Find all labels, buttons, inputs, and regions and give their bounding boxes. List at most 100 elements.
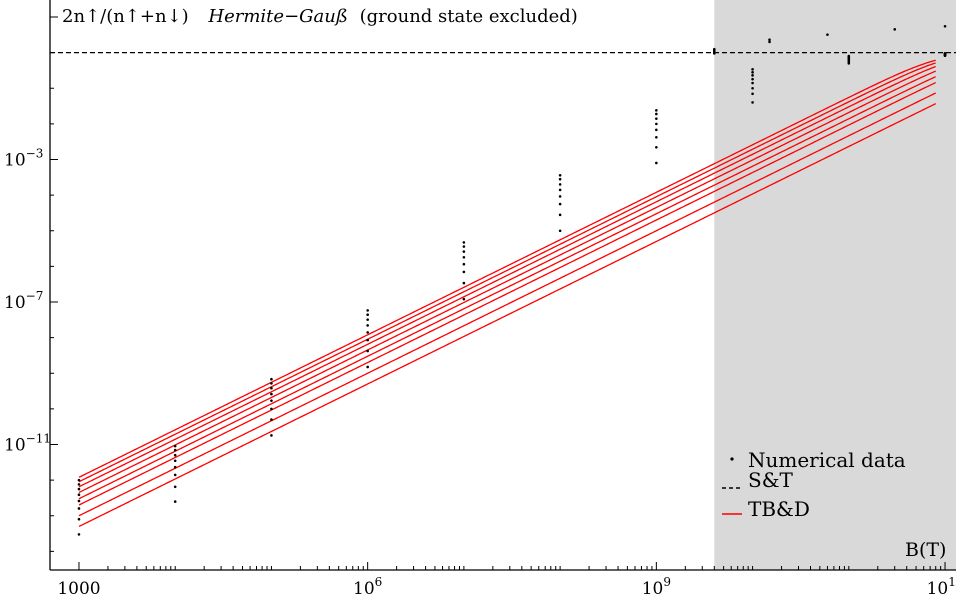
title-paren: (ground state excluded): [360, 6, 578, 27]
y-tick-label: 10−7: [4, 289, 43, 313]
data-point: [270, 392, 273, 396]
tbd-curve-7: [78, 62, 936, 483]
data-point: [173, 500, 177, 503]
data-point: [712, 47, 716, 51]
shaded-region-rect: [714, 0, 956, 570]
data-point: [173, 459, 177, 463]
chart-title: 2n↑/(n↑+n↓) Hermite−Gauß (ground state e…: [62, 6, 578, 27]
data-point: [77, 487, 81, 491]
data-point: [655, 109, 658, 112]
y-tick-label: 10−3: [4, 146, 43, 170]
tick-labels: 1000 106 109 1012 10−3 10−7 10−11: [4, 146, 956, 597]
x-tick-label: 1012: [927, 575, 956, 597]
data-point: [77, 478, 81, 482]
data-point: [462, 255, 466, 259]
tbd-curve-1: [78, 103, 936, 528]
tbd-curve-6: [78, 65, 936, 488]
data-point: [366, 338, 369, 342]
data-point: [655, 112, 658, 116]
data-point: [270, 382, 273, 385]
data-point: [77, 483, 81, 486]
data-point: [462, 281, 466, 285]
data-point: [558, 229, 562, 233]
data-point: [751, 74, 754, 77]
data-point: [270, 399, 273, 402]
numerical-points: [77, 24, 947, 536]
data-point: [462, 297, 466, 301]
data-point: [366, 349, 369, 353]
data-point: [558, 188, 562, 192]
tbd-curve-2: [78, 92, 936, 517]
data-point: [462, 262, 466, 266]
x-tick-label: 106: [353, 575, 382, 597]
data-point: [655, 117, 658, 120]
data-point: [943, 24, 947, 28]
data-point: [462, 245, 466, 248]
x-tick-label: 109: [642, 575, 671, 597]
data-point: [558, 202, 562, 206]
data-point: [655, 128, 658, 132]
legend: Numerical data S&T TB&D: [722, 448, 906, 521]
axes: [49, 0, 956, 571]
legend-dot-marker: [730, 457, 734, 461]
data-point: [270, 407, 273, 411]
tbd-curve-5: [78, 70, 936, 494]
data-point: [826, 33, 829, 36]
tbd-curves: [78, 59, 936, 528]
data-point: [366, 313, 369, 316]
data-point: [558, 213, 562, 217]
data-point: [173, 453, 177, 457]
data-point: [270, 434, 273, 437]
data-point: [768, 40, 771, 44]
y-tick-label: 10−11: [4, 431, 51, 455]
data-point: [751, 86, 754, 90]
data-point: [270, 418, 273, 421]
data-point: [655, 145, 658, 149]
tbd-curve-3: [78, 81, 936, 506]
data-point: [893, 28, 897, 31]
data-point: [462, 250, 466, 253]
legend-label-st: S&T: [748, 468, 794, 492]
data-point: [655, 161, 658, 165]
data-point: [558, 177, 562, 181]
data-point: [77, 499, 81, 503]
data-point: [751, 77, 754, 81]
data-point: [173, 448, 177, 452]
data-point: [751, 71, 754, 74]
data-point: [655, 135, 658, 139]
data-point: [558, 174, 562, 177]
data-point: [77, 507, 81, 510]
data-point: [366, 365, 369, 369]
tbd-curve-4: [78, 76, 936, 500]
data-point: [462, 241, 466, 244]
x-axis-label: B(T): [905, 539, 946, 561]
data-point: [366, 309, 369, 312]
data-point: [173, 473, 177, 477]
title-quantity: 2n↑/(n↑+n↓): [62, 6, 189, 27]
data-point: [655, 122, 658, 126]
data-point: [77, 517, 81, 521]
data-point: [558, 195, 562, 198]
legend-label-tbd: TB&D: [748, 497, 810, 521]
data-point: [847, 54, 851, 58]
data-point: [366, 331, 369, 334]
data-point: [270, 386, 273, 390]
data-point: [366, 324, 369, 327]
data-point: [751, 81, 754, 85]
title-italic: Hermite−Gauß: [207, 6, 347, 27]
x-tick-label: 1000: [57, 579, 100, 597]
tbd-curve-8: [78, 59, 936, 478]
data-point: [558, 183, 562, 186]
data-point: [77, 533, 81, 536]
data-point: [270, 377, 273, 381]
data-point: [173, 444, 177, 448]
data-point: [173, 485, 177, 489]
data-point: [943, 51, 947, 55]
data-point: [173, 465, 177, 469]
shaded-region: [714, 0, 956, 570]
data-point: [77, 493, 81, 496]
data-point: [462, 270, 466, 274]
data-point: [768, 38, 771, 42]
data-point: [751, 101, 754, 104]
